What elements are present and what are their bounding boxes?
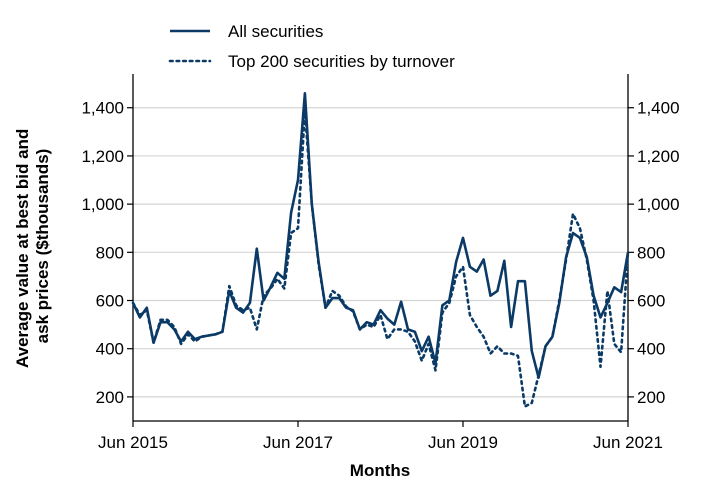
y-tick-label-left: 1,200 bbox=[81, 147, 124, 166]
series-lines bbox=[131, 92, 630, 408]
y-tick-label-left: 200 bbox=[96, 388, 124, 407]
y-tick-label-left: 600 bbox=[96, 292, 124, 311]
y-tick-label-right: 1,400 bbox=[637, 99, 680, 118]
axes bbox=[132, 74, 629, 422]
y-tick-label-right: 1,000 bbox=[637, 195, 680, 214]
y-tick-label-left: 1,000 bbox=[81, 195, 124, 214]
y-tick-label-left: 800 bbox=[96, 243, 124, 262]
y-tick-label-right: 600 bbox=[637, 292, 665, 311]
y-axis-title-line-1: Average value at best bid and bbox=[13, 129, 32, 368]
x-axis-title: Months bbox=[350, 461, 410, 480]
x-tick-label: Jun 2017 bbox=[263, 433, 333, 452]
legend-label-all-securities: All securities bbox=[228, 22, 323, 41]
series-line-top-200-securities bbox=[131, 108, 630, 408]
gridlines bbox=[133, 107, 628, 398]
x-tick-label: Jun 2015 bbox=[98, 433, 168, 452]
legend: All securities Top 200 securities by tur… bbox=[168, 22, 455, 71]
x-tick-label: Jun 2021 bbox=[593, 433, 663, 452]
y-tick-label-right: 400 bbox=[637, 340, 665, 359]
tick-marks-and-labels: 200 200 400 400 600 600 800 800 1,000 1,000 1,200 1… bbox=[81, 99, 679, 452]
y-tick-label-left: 400 bbox=[96, 340, 124, 359]
y-tick-label-left: 1,400 bbox=[81, 99, 124, 118]
y-axis-title-line-2: ask prices ($thousands) bbox=[33, 149, 52, 344]
legend-label-top-200: Top 200 securities by turnover bbox=[228, 52, 455, 71]
y-tick-label-right: 1,200 bbox=[637, 147, 680, 166]
y-tick-label-right: 800 bbox=[637, 243, 665, 262]
y-tick-label-right: 200 bbox=[637, 388, 665, 407]
x-tick-label: Jun 2019 bbox=[428, 433, 498, 452]
y-axis-title: Average value at best bid and ask prices… bbox=[13, 124, 52, 368]
